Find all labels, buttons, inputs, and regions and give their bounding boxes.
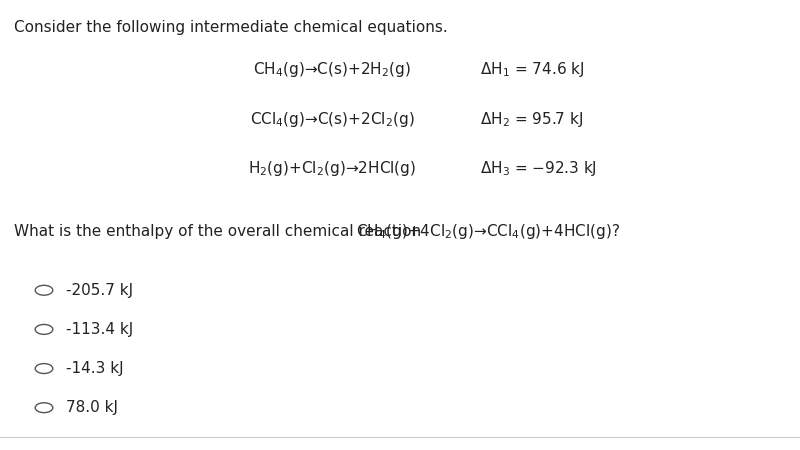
Text: ΔH$_3$ = −92.3 kJ: ΔH$_3$ = −92.3 kJ — [480, 159, 597, 178]
Text: CCl$_4$(g)→C(s)+2Cl$_2$(g): CCl$_4$(g)→C(s)+2Cl$_2$(g) — [250, 110, 414, 129]
Text: CH$_4$(g)+4Cl$_2$(g)→CCl$_4$(g)+4HCl(g)?: CH$_4$(g)+4Cl$_2$(g)→CCl$_4$(g)+4HCl(g)? — [356, 222, 620, 241]
Text: -205.7 kJ: -205.7 kJ — [66, 283, 134, 298]
Text: 78.0 kJ: 78.0 kJ — [66, 400, 118, 415]
Text: CH$_4$(g)→C(s)+2H$_2$(g): CH$_4$(g)→C(s)+2H$_2$(g) — [253, 60, 411, 79]
Text: -14.3 kJ: -14.3 kJ — [66, 361, 124, 376]
Text: ΔH$_2$ = 95.7 kJ: ΔH$_2$ = 95.7 kJ — [480, 110, 583, 129]
Text: H$_2$(g)+Cl$_2$(g)→2HCl(g): H$_2$(g)+Cl$_2$(g)→2HCl(g) — [248, 159, 416, 178]
Text: ΔH$_1$ = 74.6 kJ: ΔH$_1$ = 74.6 kJ — [480, 60, 584, 79]
Text: What is the enthalpy of the overall chemical reaction: What is the enthalpy of the overall chem… — [14, 224, 426, 239]
Text: Consider the following intermediate chemical equations.: Consider the following intermediate chem… — [14, 20, 448, 35]
Text: -113.4 kJ: -113.4 kJ — [66, 322, 134, 337]
